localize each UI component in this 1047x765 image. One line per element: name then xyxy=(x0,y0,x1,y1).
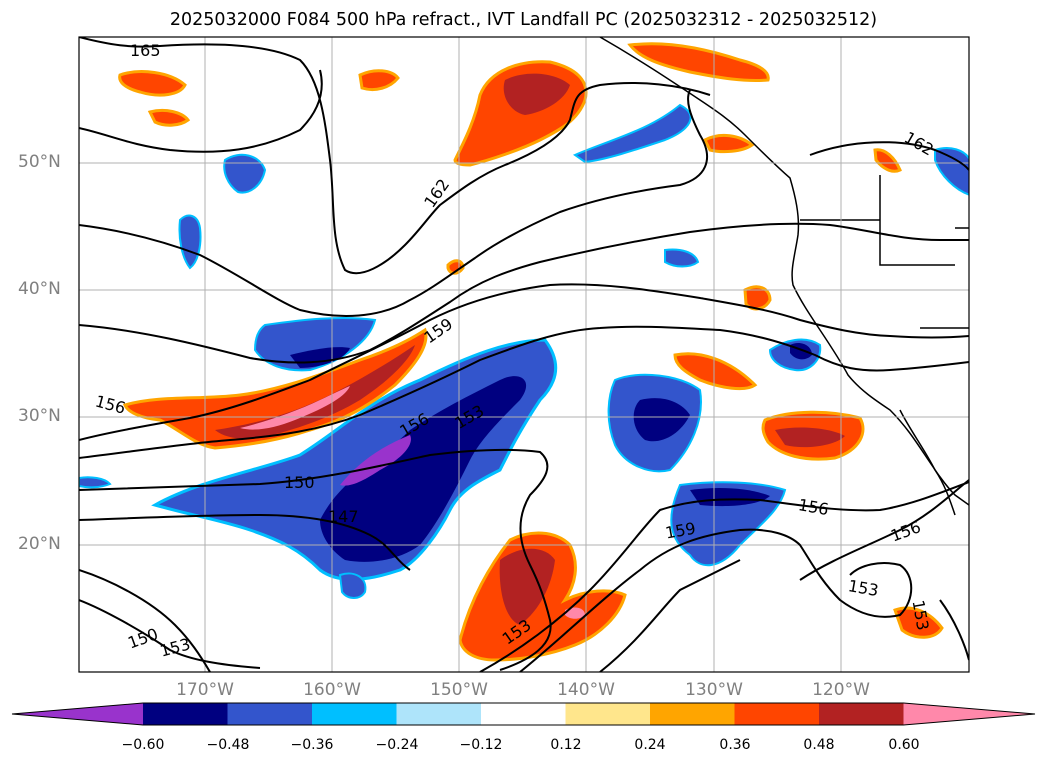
colorbar-tick-label: −0.48 xyxy=(206,737,250,753)
contour-label: 165 xyxy=(130,41,161,60)
contour-label: 153 xyxy=(847,576,880,600)
colorbar-segment xyxy=(312,703,397,725)
colorbar-tick-label: −0.24 xyxy=(375,737,419,753)
colorbar-tick-label: 0.36 xyxy=(719,737,751,753)
negative-field-band xyxy=(151,338,558,581)
negative-field-extreme xyxy=(340,435,411,486)
colorbar-tick-label: −0.12 xyxy=(459,737,503,753)
lat-label-50: 50°N xyxy=(18,152,61,172)
baja-peninsula xyxy=(899,409,956,516)
contour-label: 156 xyxy=(888,517,923,545)
lon-label-160: 160°W xyxy=(303,680,361,700)
lon-label-140: 140°W xyxy=(557,680,615,700)
lat-label-30: 30°N xyxy=(18,406,61,426)
positive-field-band-west xyxy=(122,327,428,450)
contour-label: 156 xyxy=(797,495,830,519)
contour-line xyxy=(519,528,913,672)
contour-line xyxy=(479,481,969,672)
lat-label-40: 40°N xyxy=(18,279,61,299)
north-america-coast xyxy=(599,37,969,506)
contour-line xyxy=(79,69,323,153)
contour-label: 162 xyxy=(901,128,937,160)
map-frame xyxy=(78,36,970,673)
contour-label: 162 xyxy=(420,175,453,211)
colorbar-segment xyxy=(396,703,482,725)
contour-label: 150 xyxy=(125,624,160,652)
colorbar-tick-label: −0.36 xyxy=(290,737,334,753)
contour-line xyxy=(809,141,969,171)
colorbar-segment xyxy=(565,703,651,725)
coastlines xyxy=(599,37,969,516)
colorbar-tick-label: 0.60 xyxy=(888,737,920,753)
map-content xyxy=(79,37,969,672)
colorbar-outline xyxy=(11,702,1036,726)
colorbar-segment xyxy=(734,703,820,725)
lon-label-130: 130°W xyxy=(685,680,743,700)
contour-line xyxy=(79,283,969,441)
contour-line xyxy=(599,559,741,672)
colorbar-segment xyxy=(143,703,228,725)
negative-field xyxy=(79,103,969,599)
colorbar-segment xyxy=(819,703,904,725)
map-title: 2025032000 F084 500 hPa refract., IVT La… xyxy=(169,10,878,30)
colorbar-extend-left xyxy=(12,703,143,725)
contour-line xyxy=(79,513,411,571)
contour-label: 147 xyxy=(328,507,359,526)
contour-line xyxy=(79,448,552,671)
colorbar-tick-label: 0.24 xyxy=(634,737,666,753)
colorbar-segment xyxy=(650,703,735,725)
colorbar-tick-label: −0.60 xyxy=(121,737,165,753)
lon-label-150: 150°W xyxy=(430,680,488,700)
contour-label: 150 xyxy=(284,473,315,492)
colorbar-tick-label: 0.12 xyxy=(550,737,582,753)
lat-label-20: 20°N xyxy=(18,534,61,554)
contour-line xyxy=(939,599,969,661)
colorbar-tick-label: 0.48 xyxy=(803,737,835,753)
colorbar xyxy=(11,702,1036,726)
contour-line xyxy=(79,89,709,317)
contour-line xyxy=(799,479,969,581)
colorbar-segment xyxy=(227,703,313,725)
negative-field-core xyxy=(320,376,527,562)
contour-label: 156 xyxy=(93,391,127,417)
refractivity-contours xyxy=(79,37,969,672)
lon-label-170: 170°W xyxy=(176,680,234,700)
positive-field xyxy=(118,42,944,662)
colorbar-extend-right xyxy=(903,703,1035,725)
contour-line xyxy=(79,569,211,672)
contour-line xyxy=(79,37,711,275)
contour-line xyxy=(79,222,969,364)
lon-label-120: 120°W xyxy=(812,680,870,700)
colorbar-segment xyxy=(481,703,566,725)
contour-line xyxy=(79,599,261,669)
contour-line xyxy=(79,325,969,459)
